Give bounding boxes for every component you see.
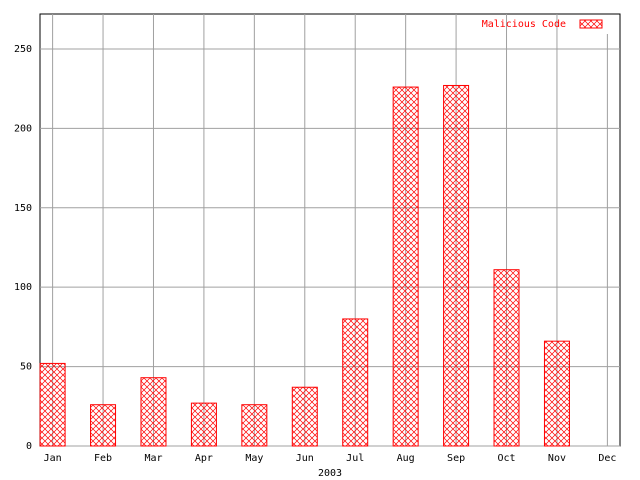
x-tick-label: Jun — [296, 453, 314, 464]
x-tick-label: Oct — [497, 453, 515, 464]
legend-label: Malicious Code — [482, 19, 566, 30]
y-tick-label: 100 — [14, 282, 32, 293]
y-tick-label: 200 — [14, 123, 32, 134]
bar — [493, 269, 520, 447]
bar — [190, 402, 217, 447]
bar — [39, 362, 66, 447]
bar — [342, 318, 369, 447]
bar — [543, 340, 570, 447]
bar — [443, 84, 470, 447]
x-tick-label: Dec — [598, 453, 616, 464]
x-tick-label: May — [245, 453, 263, 464]
bar — [241, 404, 268, 447]
x-tick-label: Jan — [44, 453, 62, 464]
x-tick-label: Jul — [346, 453, 364, 464]
x-tick-label: Sep — [447, 453, 465, 464]
y-tick-label: 250 — [14, 44, 32, 55]
x-tick-label: Nov — [548, 453, 566, 464]
plot-frame — [39, 13, 621, 447]
x-tick-label: Feb — [94, 453, 112, 464]
x-tick-label: Aug — [397, 453, 415, 464]
y-tick-label: 0 — [26, 441, 32, 452]
bar — [140, 377, 167, 447]
legend-swatch — [579, 19, 603, 29]
y-tick-label: 150 — [14, 203, 32, 214]
x-tick-label: Mar — [144, 453, 162, 464]
bar — [291, 386, 318, 447]
bar — [90, 404, 117, 447]
y-tick-label: 50 — [20, 362, 32, 373]
x-axis-label: 2003 — [318, 468, 342, 479]
x-tick-label: Apr — [195, 453, 213, 464]
bar — [392, 86, 419, 447]
